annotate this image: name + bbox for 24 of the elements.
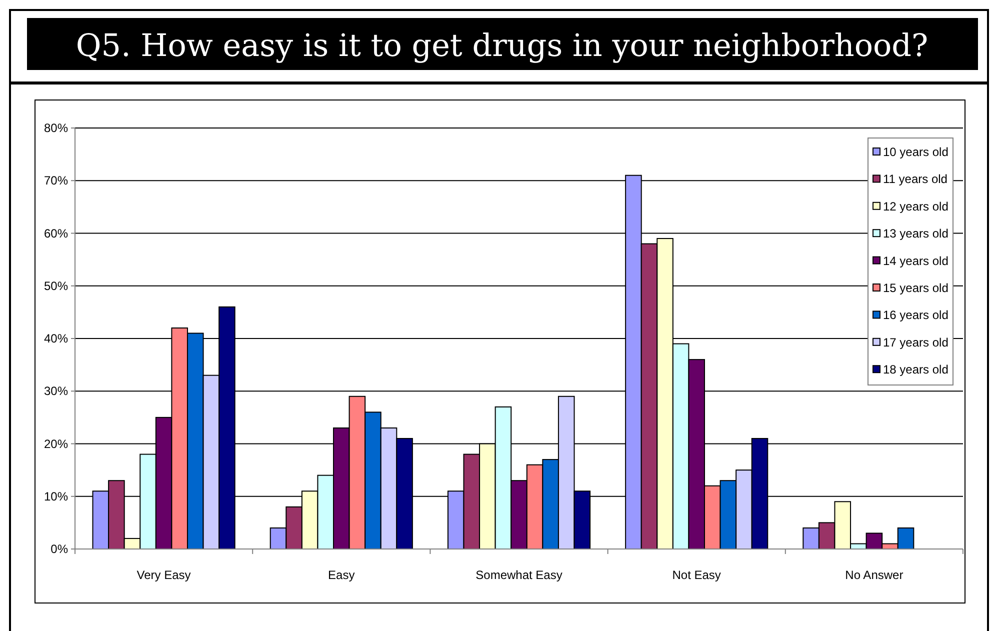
y-tick-label: 50% — [44, 278, 68, 293]
legend-label: 18 years old — [883, 362, 948, 377]
legend-label: 14 years old — [883, 254, 948, 268]
y-tick-label: 70% — [44, 174, 68, 188]
legend-label: 11 years old — [883, 172, 948, 186]
y-tick-label: 80% — [44, 121, 68, 135]
x-tick-label: Very Easy — [136, 568, 191, 582]
y-tick-label: 60% — [44, 226, 68, 240]
x-tick-label: No Answer — [845, 568, 904, 582]
y-tick-label: 40% — [44, 332, 68, 346]
legend-label: 17 years old — [883, 335, 948, 350]
legend-label: 13 years old — [883, 226, 948, 241]
legend-label: 15 years old — [883, 281, 948, 295]
x-tick-label: Easy — [328, 568, 355, 582]
x-tick-label: Somewhat Easy — [476, 568, 562, 582]
y-tick-label: 0% — [50, 542, 68, 556]
y-tick-label: 20% — [44, 436, 68, 451]
chart-title: Q5. How easy is it to get drugs in your neighborhood? — [76, 28, 928, 64]
y-tick-label: 10% — [44, 489, 68, 504]
y-tick-label: 30% — [44, 384, 68, 398]
x-tick-label: Not Easy — [672, 568, 721, 582]
legend-label: 12 years old — [883, 199, 948, 214]
legend-label: 16 years old — [883, 308, 948, 322]
legend-label: 10 years old — [883, 145, 948, 159]
